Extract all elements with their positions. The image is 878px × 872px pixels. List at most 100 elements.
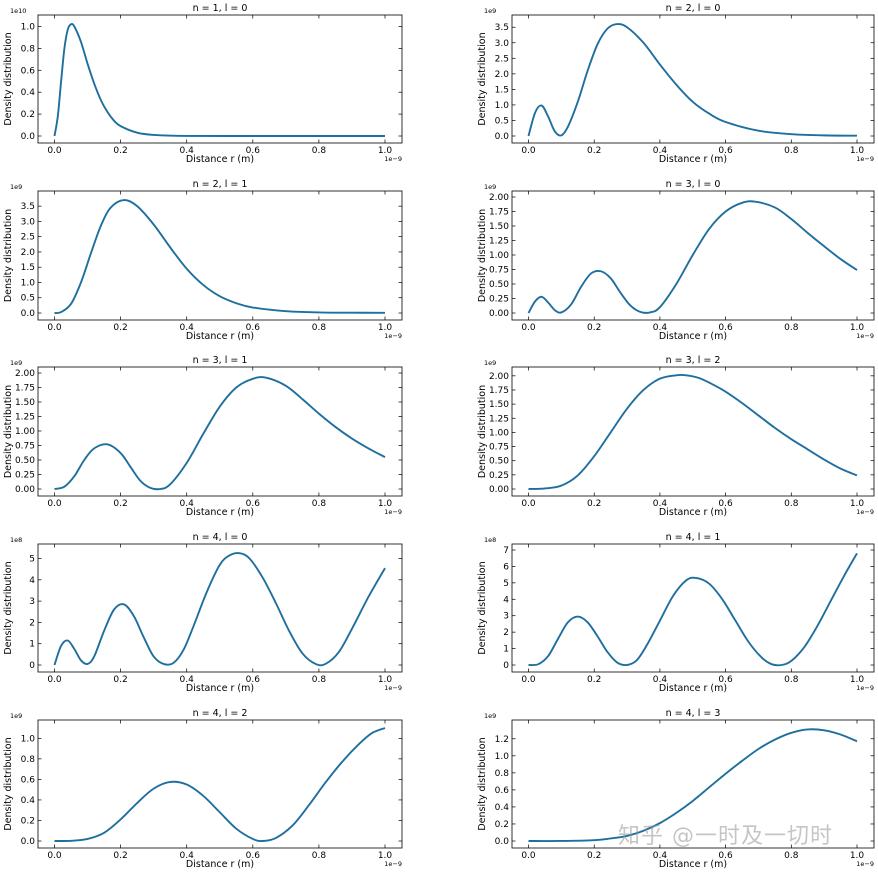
- x-tick-label: 0.4: [180, 499, 195, 509]
- y-tick-label: 3: [29, 597, 35, 607]
- x-tick-label: 0.8: [784, 323, 799, 333]
- y-tick-label: 0: [29, 661, 35, 671]
- chart-title: n = 3, l = 1: [193, 355, 248, 366]
- y-tick-label: 0.8: [495, 769, 510, 779]
- series-line-1: [53, 552, 386, 667]
- x-tick-label: 0.2: [587, 499, 601, 509]
- y-tick-label: 0.0: [21, 837, 36, 847]
- x-tick-label: 0.4: [653, 675, 668, 685]
- y-tick-label: 1.0: [21, 734, 36, 744]
- y-tick-label: 2.5: [21, 233, 35, 243]
- y-tick-label: 1.0: [495, 752, 510, 762]
- y-tick-label: 1.75: [489, 386, 509, 396]
- x-offset-label: 1e−9: [856, 684, 874, 692]
- y-axis-label: Density distribution: [3, 209, 14, 302]
- y-tick-label: 1.0: [21, 278, 36, 288]
- y-tick-label: 0.2: [21, 816, 35, 826]
- x-tick-label: 0.0: [47, 323, 62, 333]
- chart-title: n = 4, l = 3: [666, 708, 721, 719]
- x-tick-label: 0.4: [180, 323, 195, 333]
- chart-panel-4: n = 3, l = 0 0.0 0.2 0.4 0.6 0.8 1.0 0.00 0.25 0.…: [477, 179, 875, 342]
- y-tick-label: 1.0: [495, 101, 510, 111]
- x-tick-label: 0.4: [653, 499, 668, 509]
- x-offset-label: 1e−9: [384, 684, 402, 692]
- y-tick-label: 0.6: [495, 786, 510, 796]
- chart-title: n = 2, l = 1: [193, 179, 248, 190]
- y-tick-label: 0.25: [489, 471, 509, 481]
- x-tick-label: 0.2: [113, 851, 127, 861]
- y-axis-label: Density distribution: [477, 32, 488, 125]
- x-axis-label: Distance r (m): [659, 154, 727, 165]
- y-tick-label: 0.6: [21, 775, 36, 785]
- y-axis-label: Density distribution: [3, 561, 14, 654]
- y-tick-label: 6: [503, 562, 509, 572]
- y-offset-label: 1e9: [484, 359, 496, 367]
- x-offset-label: 1e−9: [384, 508, 402, 516]
- y-offset-label: 1e10: [10, 7, 26, 15]
- y-tick-label: 0.4: [21, 88, 36, 98]
- y-tick-label: 0.00: [489, 485, 509, 495]
- x-tick-label: 0.8: [784, 675, 799, 685]
- x-tick-label: 0.6: [246, 675, 261, 685]
- y-offset-label: 1e9: [484, 712, 496, 720]
- chart-title: n = 4, l = 1: [666, 532, 721, 543]
- x-axis-label: Distance r (m): [186, 683, 254, 694]
- x-offset-label: 1e−9: [384, 860, 402, 868]
- y-axis-label: Density distribution: [477, 385, 488, 478]
- y-tick-label: 3.0: [495, 39, 510, 49]
- x-tick-label: 0.0: [521, 323, 536, 333]
- y-tick-label: 0.50: [15, 456, 35, 466]
- x-tick-label: 0.6: [246, 323, 261, 333]
- x-tick-label: 0.0: [521, 499, 536, 509]
- y-tick-label: 1.00: [489, 428, 509, 438]
- y-tick-label: 5: [503, 579, 509, 589]
- y-tick-label: 0.5: [495, 116, 509, 126]
- y-tick-label: 1.5: [495, 85, 509, 95]
- y-tick-label: 1: [29, 640, 35, 650]
- x-tick-label: 1.0: [850, 851, 865, 861]
- x-tick-label: 0.0: [521, 146, 536, 156]
- x-tick-label: 0.8: [312, 323, 327, 333]
- y-tick-label: 0.0: [495, 132, 510, 142]
- x-axis-label: Distance r (m): [186, 507, 254, 518]
- plot-frame: [37, 543, 403, 673]
- x-tick-label: 1.0: [378, 323, 393, 333]
- y-tick-label: 2: [29, 618, 35, 628]
- chart-panel-5: n = 3, l = 1 0.0 0.2 0.4 0.6 0.8 1.0 0.00 0.25 0.…: [3, 355, 403, 518]
- x-tick-label: 0.6: [246, 146, 261, 156]
- x-tick-label: 0.0: [47, 499, 62, 509]
- x-tick-label: 0.8: [784, 146, 799, 156]
- plot-frame: [511, 543, 875, 673]
- y-tick-label: 0.0: [21, 132, 36, 142]
- series-line-1: [528, 728, 858, 842]
- x-axis-label: Distance r (m): [659, 331, 727, 342]
- y-tick-label: 0.25: [489, 295, 509, 305]
- y-axis-label: Density distribution: [3, 385, 14, 478]
- y-tick-label: 2.5: [495, 54, 509, 64]
- y-tick-label: 1.75: [15, 384, 35, 394]
- x-tick-label: 0.0: [521, 675, 536, 685]
- y-tick-label: 0.00: [489, 309, 509, 319]
- x-tick-label: 0.8: [784, 499, 799, 509]
- y-tick-label: 7: [503, 546, 509, 556]
- y-tick-label: 2: [503, 628, 509, 638]
- y-tick-label: 2.0: [495, 70, 510, 80]
- y-tick-label: 0.8: [21, 755, 36, 765]
- x-tick-label: 1.0: [850, 146, 865, 156]
- x-tick-label: 0.2: [113, 675, 127, 685]
- x-tick-label: 0.8: [312, 146, 327, 156]
- watermark: 知乎 @一时及一切时: [618, 824, 833, 849]
- x-tick-label: 0.6: [718, 851, 733, 861]
- y-tick-label: 2.00: [489, 193, 509, 203]
- chart-title: n = 3, l = 0: [666, 179, 721, 190]
- y-tick-label: 2.0: [21, 248, 36, 258]
- x-tick-label: 1.0: [850, 323, 865, 333]
- y-tick-label: 2.00: [489, 372, 509, 382]
- x-tick-label: 0.6: [718, 675, 733, 685]
- x-tick-label: 0.2: [113, 499, 127, 509]
- y-tick-label: 1.50: [15, 398, 35, 408]
- y-axis-label: Density distribution: [3, 32, 14, 125]
- x-tick-label: 0.2: [587, 851, 601, 861]
- y-tick-label: 0.4: [495, 803, 510, 813]
- x-tick-label: 0.0: [47, 851, 62, 861]
